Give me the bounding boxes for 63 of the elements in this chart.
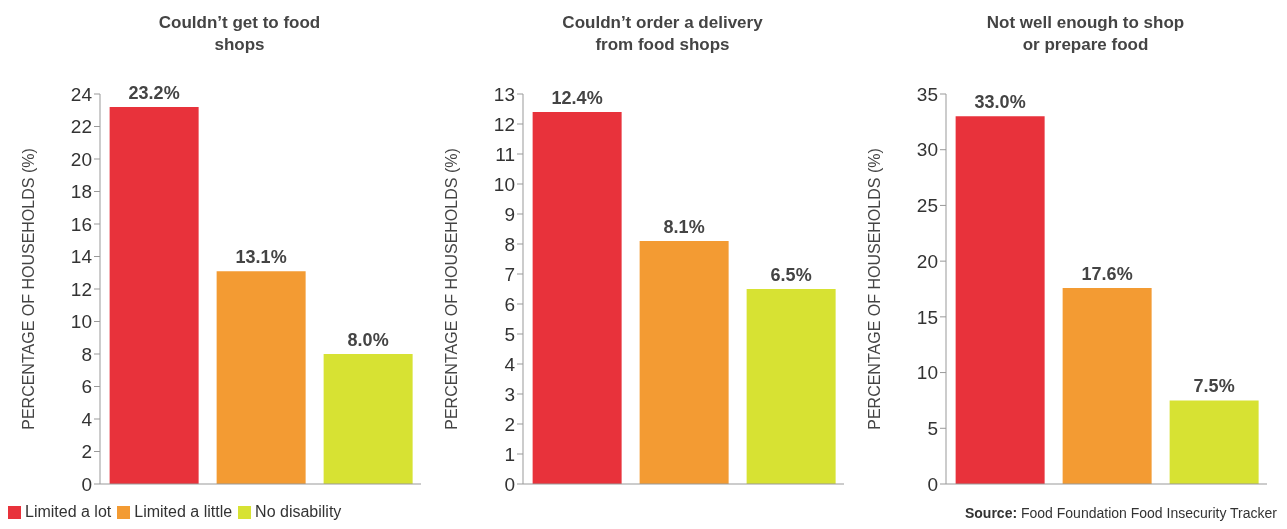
data-label: 33.0% <box>974 92 1026 113</box>
y-tick-label: 14 <box>70 246 93 268</box>
bar <box>109 107 199 484</box>
y-axis-title: PERCENTAGE OF HOUSEHOLDS (%) <box>442 148 460 430</box>
data-label: 6.5% <box>770 265 812 285</box>
y-tick-label: 0 <box>504 473 515 495</box>
y-tick-label: 20 <box>916 250 938 272</box>
y-tick-label: 10 <box>70 311 92 333</box>
y-tick-label: 24 <box>70 83 93 105</box>
source-note: Source: Food Foundation Food Insecurity Tracker <box>964 505 1277 521</box>
bar <box>1169 400 1259 484</box>
bar <box>746 289 836 484</box>
data-label: 13.1% <box>235 247 287 268</box>
y-tick-label: 1 <box>504 443 515 465</box>
y-tick-label: 8 <box>504 233 515 255</box>
y-tick-label: 22 <box>70 116 92 138</box>
y-tick-label: 0 <box>927 473 938 495</box>
y-tick-label: 3 <box>504 383 515 405</box>
bar <box>532 112 622 484</box>
data-label: 8.1% <box>663 217 705 237</box>
y-tick-label: 5 <box>927 418 938 440</box>
y-tick-label: 12 <box>70 278 92 300</box>
y-tick-label: 0 <box>81 473 92 495</box>
chart-title: Couldn’t get to food shops <box>157 12 322 56</box>
y-tick-label: 5 <box>504 323 515 345</box>
bar <box>323 354 413 484</box>
bar <box>216 271 306 484</box>
y-tick-label: 35 <box>916 83 938 105</box>
y-axis-title: PERCENTAGE OF HOUSEHOLDS (%) <box>19 148 37 430</box>
y-tick-label: 2 <box>504 413 515 435</box>
y-tick-label: 4 <box>81 408 93 430</box>
legend-label: Limited a lot <box>24 503 112 521</box>
y-tick-label: 12 <box>493 113 515 135</box>
y-tick-label: 2 <box>81 441 92 463</box>
y-tick-label: 16 <box>70 213 92 235</box>
data-label: 17.6% <box>1081 263 1133 284</box>
y-tick-label: 6 <box>81 376 92 398</box>
legend-label: Limited a little <box>133 503 233 521</box>
chart-title: Couldn’t order a delivery from food shops <box>561 12 764 56</box>
data-label: 12.4% <box>551 88 603 108</box>
y-tick-label: 11 <box>495 143 515 165</box>
legend-label: No disability <box>254 503 342 521</box>
y-tick-label: 8 <box>81 343 92 365</box>
y-tick-label: 20 <box>70 148 92 170</box>
y-tick-label: 7 <box>504 263 515 285</box>
y-tick-label: 15 <box>916 306 938 328</box>
y-tick-label: 18 <box>70 181 92 203</box>
data-label: 23.2% <box>128 83 180 103</box>
y-tick-label: 6 <box>504 293 515 315</box>
y-tick-label: 13 <box>493 83 515 105</box>
bar <box>639 241 729 484</box>
data-label: 8.0% <box>347 330 389 350</box>
y-tick-label: 30 <box>916 139 938 161</box>
bar <box>955 116 1045 484</box>
y-tick-label: 9 <box>504 203 515 225</box>
y-tick-label: 4 <box>504 353 516 375</box>
chart-title: Not well enough to shop or prepare food <box>985 12 1186 56</box>
data-label: 7.5% <box>1193 376 1235 397</box>
bar <box>1062 287 1152 484</box>
y-axis-title: PERCENTAGE OF HOUSEHOLDS (%) <box>865 148 883 430</box>
y-tick-label: 10 <box>916 362 938 384</box>
y-tick-label: 25 <box>916 195 938 217</box>
y-tick-label: 10 <box>493 173 515 195</box>
